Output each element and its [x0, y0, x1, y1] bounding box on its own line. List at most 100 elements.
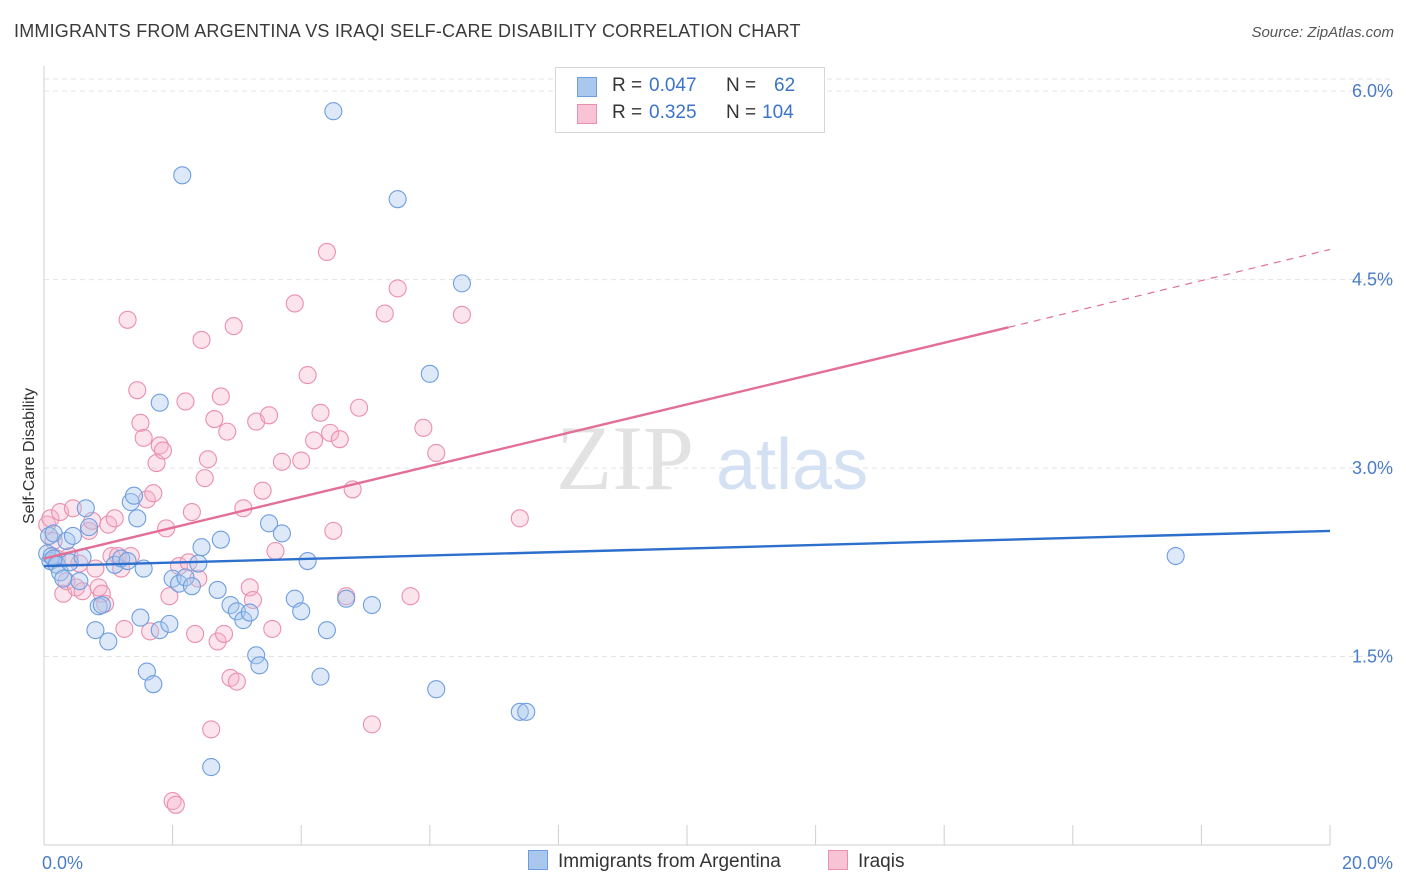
argentina-point	[54, 569, 73, 588]
iraqis-point	[211, 387, 230, 406]
iraqis-point	[134, 428, 153, 447]
iraqis-point	[214, 624, 234, 643]
iraqis-point	[218, 422, 237, 441]
argentina-point	[211, 530, 230, 549]
argentina-point	[144, 675, 163, 694]
iraqis-points	[38, 242, 529, 814]
iraqis-point	[186, 624, 205, 643]
argentina-point	[324, 102, 343, 121]
iraqis-point	[266, 541, 285, 561]
iraqis-point	[259, 406, 279, 425]
iraqis-point	[414, 418, 433, 437]
argentina-point	[208, 580, 227, 599]
argentina-point	[124, 486, 144, 505]
bottom-legend-iraqis: Iraqis	[828, 850, 904, 873]
watermark-zip: ZIP	[556, 407, 694, 509]
iraqis-point	[285, 294, 304, 313]
iraqis-point	[205, 410, 224, 429]
argentina-point	[250, 656, 269, 675]
argentina-point	[452, 274, 472, 293]
iraqis-point	[198, 450, 218, 469]
y-tick-label: 4.5%	[1352, 270, 1393, 290]
argentina-point	[76, 499, 95, 518]
iraqis-point	[192, 330, 211, 349]
x-tick-label-min: 0.0%	[42, 853, 83, 873]
iraqis-point	[388, 279, 407, 298]
argentina-point	[272, 524, 291, 543]
iraqis-point	[128, 381, 147, 400]
iraqis-point	[176, 392, 195, 411]
y-tick-label: 1.5%	[1352, 647, 1393, 667]
iraqis-point	[150, 436, 169, 455]
argentina-point	[202, 758, 221, 777]
iraqis-point	[41, 509, 60, 528]
iraqis-point	[202, 720, 221, 739]
legend-r-value: 0.325	[649, 102, 697, 123]
iraqis-point	[298, 366, 317, 385]
iraqis-point	[401, 587, 420, 606]
iraqis-point	[208, 632, 227, 651]
y-axis-label: Self-Care Disability	[21, 388, 38, 524]
iraqis-point	[324, 521, 343, 540]
argentina-point	[510, 702, 529, 721]
grid-lines	[44, 78, 1392, 658]
legend-n-value: 62	[774, 75, 796, 96]
iraqis-point	[131, 413, 150, 432]
iraqis-point	[144, 484, 163, 503]
iraqis-trend-extension	[1008, 248, 1331, 328]
x-tick-label-max: 20.0%	[1342, 853, 1393, 873]
argentina-point	[150, 393, 169, 412]
trend-lines	[43, 248, 1331, 568]
legend-swatch-iraqis	[577, 104, 597, 124]
y-tick-labels: 1.5% 3.0% 4.5% 6.0%	[1352, 81, 1393, 666]
legend-swatch-argentina	[577, 77, 597, 97]
argentina-point	[86, 621, 105, 640]
iraqis-point	[510, 509, 529, 528]
argentina-point	[298, 551, 317, 571]
argentina-point	[311, 667, 330, 686]
argentina-point	[420, 364, 439, 383]
iraqis-point	[166, 795, 185, 814]
legend-n-label: N =	[726, 75, 757, 96]
iraqis-trend-line	[43, 326, 1009, 560]
iraqis-point	[311, 403, 330, 422]
iraqis-point	[160, 587, 179, 606]
argentina-point	[192, 538, 211, 557]
axes	[43, 66, 1331, 846]
y-tick-label: 3.0%	[1352, 458, 1393, 478]
bottom-legend-swatch-iraqis	[828, 850, 848, 870]
argentina-point	[317, 621, 336, 640]
iraqis-point	[452, 305, 472, 324]
argentina-point	[247, 646, 266, 665]
argentina-point	[388, 190, 407, 209]
iraqis-point	[362, 715, 381, 734]
argentina-point	[160, 614, 179, 633]
iraqis-point	[427, 443, 446, 463]
iraqis-point	[141, 622, 160, 641]
iraqis-point	[79, 521, 99, 540]
iraqis-point	[63, 499, 82, 518]
bottom-legend-swatch-argentina	[528, 850, 548, 870]
iraqis-point	[375, 304, 394, 323]
stats-legend: R = 0.047 N = 62 R = 0.325 N = 104	[555, 67, 825, 133]
legend-r-label: R =	[612, 75, 643, 96]
argentina-point	[92, 595, 111, 615]
iraqis-point	[153, 441, 173, 460]
iraqis-point	[321, 423, 340, 442]
argentina-point	[337, 589, 356, 608]
argentina-point	[1166, 546, 1185, 566]
legend-n-value: 104	[762, 102, 794, 123]
argentina-point	[259, 514, 279, 533]
argentina-point	[182, 577, 201, 596]
iraqis-point	[227, 672, 246, 691]
iraqis-point	[317, 242, 336, 262]
argentina-point	[131, 608, 150, 627]
bottom-legend-label-iraqis: Iraqis	[858, 851, 905, 872]
argentina-point	[150, 621, 169, 640]
iraqis-point	[115, 619, 134, 638]
watermark: ZIP atlas	[556, 407, 868, 509]
argentina-point	[517, 702, 536, 721]
iraqis-point	[189, 569, 208, 588]
chart-title: IMMIGRANTS FROM ARGENTINA VS IRAQI SELF-…	[14, 21, 801, 41]
